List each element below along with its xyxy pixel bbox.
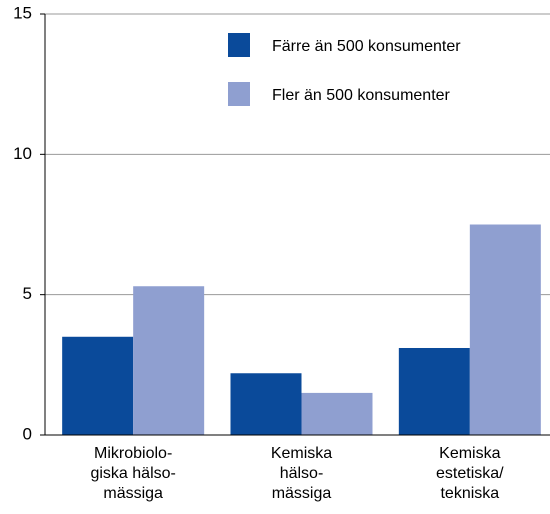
x-tick-label: hälso-: [280, 465, 324, 482]
bar: [62, 336, 134, 435]
y-tick-label: 10: [13, 144, 32, 163]
bar: [133, 286, 205, 435]
x-tick-label: tekniska: [440, 485, 499, 502]
legend-swatch: [228, 33, 250, 57]
bar: [301, 392, 373, 435]
bar: [469, 224, 541, 435]
legend-label: Färre än 500 konsumenter: [272, 38, 461, 55]
y-tick-label: 5: [23, 284, 32, 303]
x-tick-label: Kemiska: [271, 445, 332, 462]
legend-swatch: [228, 82, 250, 106]
y-tick-label: 0: [23, 424, 32, 443]
bar: [230, 373, 302, 435]
x-tick-label: Kemiska: [439, 445, 500, 462]
bar: [398, 347, 470, 435]
x-tick-label: mässiga: [272, 485, 332, 502]
legend-label: Fler än 500 konsumenter: [272, 87, 451, 104]
x-tick-label: Mikrobiolo-: [94, 445, 172, 462]
x-tick-label: giska hälso-: [90, 465, 175, 482]
x-tick-label: mässiga: [103, 485, 163, 502]
x-tick-label: estetiska/: [436, 465, 504, 482]
y-tick-label: 15: [13, 3, 32, 22]
